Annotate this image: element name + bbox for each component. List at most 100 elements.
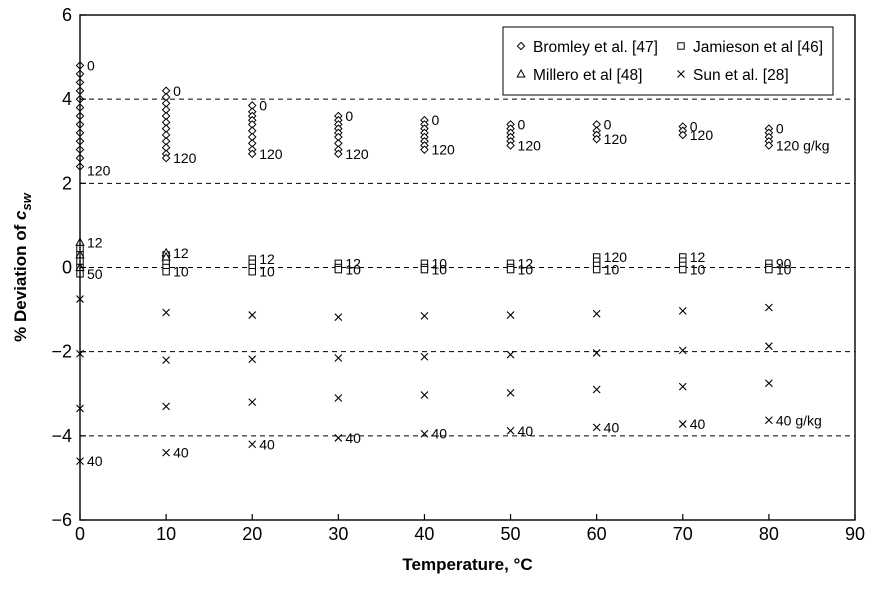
data-point	[678, 420, 687, 428]
y-axis: −6 −4 −2 0 2 4 6	[51, 5, 86, 530]
data-point	[506, 426, 515, 435]
legend-item: Millero et al [48]	[516, 67, 642, 84]
data-point	[678, 130, 688, 140]
legend-label: Millero et al [48]	[533, 67, 642, 84]
legend-label: Sun et al. [28]	[693, 67, 789, 84]
point-annotation: 0	[776, 121, 784, 137]
y-axis-label-text: % Deviation of	[11, 220, 30, 342]
x-axis: 0 10 20 30 40 50 60 70 80 90	[75, 514, 865, 544]
data-point	[420, 312, 429, 320]
y-tick-label: 6	[62, 5, 72, 25]
point-annotation: 10	[345, 262, 361, 278]
data-point	[420, 265, 429, 274]
legend-item: Sun et al. [28]	[677, 67, 789, 84]
data-point	[162, 268, 170, 276]
data-point	[248, 398, 257, 407]
data-point	[162, 448, 170, 457]
x-tick-label: 60	[587, 524, 607, 544]
data-point	[592, 423, 601, 432]
y-tick-label: −2	[51, 342, 72, 362]
data-point	[161, 251, 171, 261]
x-tick-label: 50	[501, 524, 521, 544]
point-annotation: 120	[87, 163, 111, 179]
data-point	[334, 313, 343, 322]
series-x	[76, 295, 773, 465]
data-point	[679, 265, 687, 274]
point-annotation: 0	[259, 97, 267, 113]
y-axis-label: % Deviation of csw	[11, 192, 34, 342]
point-annotation: 0	[604, 116, 612, 132]
point-annotation: 0	[431, 112, 439, 128]
point-annotation: 90	[776, 255, 792, 271]
point-annotation: 50	[87, 266, 103, 282]
y-tick-label: 0	[62, 258, 72, 278]
data-point	[334, 354, 343, 362]
data-point	[765, 416, 773, 425]
y-axis-label-subscript: sw	[19, 192, 34, 210]
legend: Bromley et al. [47] Jamieson et al [46] Mi…	[502, 26, 834, 96]
data-point	[420, 352, 429, 361]
x-tick-label: 30	[328, 524, 348, 544]
data-point	[248, 440, 257, 449]
data-point	[506, 265, 515, 274]
point-annotation: 120	[518, 137, 542, 153]
point-annotation: 120	[604, 249, 628, 265]
point-annotation: 10	[604, 262, 620, 278]
y-tick-label: −4	[51, 426, 72, 446]
data-point	[162, 402, 170, 411]
data-point	[592, 385, 601, 394]
point-annotation: 40	[87, 453, 103, 469]
point-annotation: 10	[431, 262, 447, 278]
data-point	[592, 134, 601, 144]
point-annotation: 40	[604, 419, 620, 435]
legend-label: Bromley et al. [47]	[533, 39, 658, 56]
data-point	[765, 379, 773, 388]
data-point	[506, 311, 515, 319]
point-annotation: 0	[518, 116, 526, 132]
data-point	[162, 356, 170, 364]
x-tick-label: 40	[414, 524, 434, 544]
point-annotation: 40	[518, 423, 534, 439]
x-tick-label: 90	[845, 524, 865, 544]
data-point	[506, 389, 515, 397]
x-tick-label: 0	[75, 524, 85, 544]
data-point	[765, 303, 773, 312]
point-annotation: 12	[345, 255, 361, 271]
point-annotation: 120	[431, 142, 455, 158]
point-annotation: 12	[87, 234, 103, 250]
point-annotation: 12	[259, 251, 275, 267]
point-annotation: 40 g/kg	[776, 412, 822, 428]
data-point	[248, 311, 257, 319]
point-annotation: 0	[690, 119, 698, 135]
data-point	[678, 382, 687, 391]
point-annotation: 40	[690, 416, 706, 432]
data-point	[506, 350, 515, 359]
legend-marker	[677, 70, 685, 78]
point-annotation: 12	[518, 255, 534, 271]
point-annotation: 12	[690, 249, 706, 265]
point-annotation: 0	[87, 58, 95, 74]
legend-marker	[516, 41, 526, 51]
data-point	[334, 149, 343, 159]
data-point	[592, 309, 601, 318]
point-annotation: 40	[173, 445, 189, 461]
data-point	[334, 265, 343, 274]
data-point	[678, 306, 687, 315]
data-point	[764, 141, 774, 150]
data-point	[162, 308, 170, 317]
legend-item: Bromley et al. [47]	[516, 39, 658, 56]
x-axis-label: Temperature, °C	[402, 555, 532, 574]
data-point	[334, 394, 343, 402]
data-point	[592, 349, 601, 357]
y-tick-label: 2	[62, 173, 72, 193]
legend-box	[502, 26, 834, 96]
point-annotation: 12	[173, 245, 189, 261]
data-point	[420, 145, 429, 154]
point-annotation: 120	[690, 127, 714, 143]
point-annotation: 40	[345, 430, 361, 446]
point-annotation: 0	[173, 83, 181, 99]
legend-marker	[677, 42, 685, 50]
